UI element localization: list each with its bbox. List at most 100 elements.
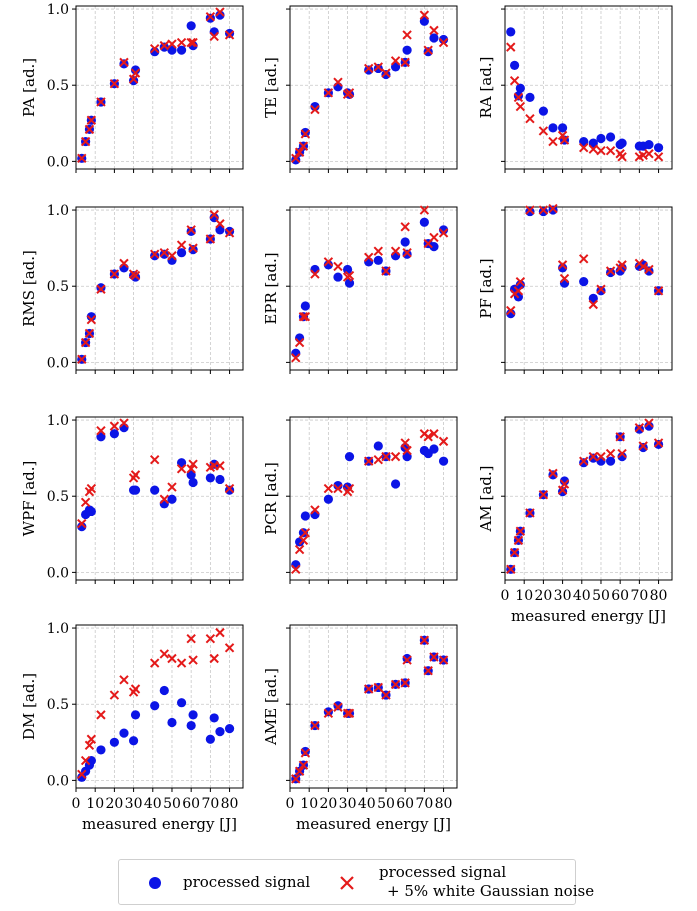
point-noisy-signal [578,456,589,466]
point-noisy-signal [109,421,120,431]
point-noisy-signal [291,353,301,363]
point-noisy-signal [381,690,391,700]
point-processed-signal [373,255,383,265]
point-noisy-signal [344,270,355,281]
point-noisy-signal [513,535,524,546]
point-processed-signal [588,293,598,304]
point-noisy-signal [615,432,625,442]
point-noisy-signal [605,146,616,156]
point-noisy-signal [224,30,235,40]
point-noisy-signal [159,40,170,51]
y-tick-label: 0.5 [47,279,69,295]
x-tick-label: 70 [630,588,648,604]
point-processed-signal [579,277,589,287]
y-tick-label: 1.0 [47,203,69,219]
y-axis-label: EPR [ad.] [262,252,280,324]
point-noisy-signal [402,30,412,40]
point-noisy-signal [429,25,439,36]
point-noisy-signal [381,266,391,276]
point-noisy-signal [559,479,570,489]
point-processed-signal [109,429,119,439]
point-processed-signal [128,736,139,746]
panel-am: 0 10 20 30 40 50 60 70 80 AM [ad.] measured energy… [477,416,673,625]
point-processed-signal [205,734,215,744]
point-noisy-signal [617,260,627,270]
point-noisy-signal [176,464,187,474]
point-noisy-signal [653,286,664,296]
point-noisy-signal [205,11,216,22]
point-noisy-signal [224,228,235,238]
point-processed-signal [323,494,333,504]
point-noisy-signal [557,260,568,270]
point-processed-signal [390,62,401,72]
point-processed-signal [617,263,627,273]
panel-ame: 0 10 20 30 40 50 60 70 80 AME [ad.] measured energ… [262,624,458,833]
point-processed-signal [548,205,558,215]
axes-frame [289,5,458,170]
point-noisy-signal [300,311,311,322]
point-processed-signal [77,522,87,532]
point-processed-signal [188,245,198,255]
point-processed-signal [205,473,215,483]
point-processed-signal [548,470,558,480]
point-processed-signal [298,528,309,538]
point-noisy-signal [538,126,549,136]
point-processed-signal [300,746,310,757]
point-noisy-signal [86,115,97,125]
point-processed-signal [119,728,129,738]
point-processed-signal [429,242,439,252]
point-noisy-signal [188,459,198,469]
x-tick-label: 70 [415,796,433,812]
point-processed-signal [438,456,449,466]
point-processed-signal [300,127,310,138]
point-processed-signal [557,123,568,133]
point-noisy-signal [557,485,568,495]
point-processed-signal [176,45,187,55]
point-noisy-signal [596,146,606,156]
x-tick-label: 40 [144,796,162,812]
point-noisy-signal [509,547,520,558]
y-tick-label: 0.0 [47,773,69,789]
point-noisy-signal [84,124,95,135]
panel-wpf: 0.0 0.5 1.0 WPF [ad.] [20,413,244,584]
point-noisy-signal [109,690,120,700]
point-noisy-signal [298,535,309,546]
point-processed-signal [419,16,429,26]
x-tick-label: 50 [377,796,395,812]
point-noisy-signal [419,205,430,215]
y-tick-label: 1.0 [47,413,69,429]
point-noisy-signal [605,448,616,459]
x-tick-label: 60 [611,588,629,604]
point-noisy-signal [617,152,627,162]
axes-frame [504,5,673,170]
point-noisy-signal [548,136,558,147]
point-processed-signal [419,217,429,227]
point-noisy-signal [373,454,384,465]
point-noisy-signal [588,299,599,310]
point-processed-signal [205,13,215,23]
point-processed-signal [159,685,169,696]
point-noisy-signal [596,451,606,462]
point-processed-signal [617,138,627,148]
point-processed-signal [209,713,219,723]
point-noisy-signal [176,37,187,48]
y-axis-label: RMS [ad.] [20,250,38,327]
y-tick-label: 0.0 [47,154,69,170]
point-noisy-signal [176,658,187,668]
point-noisy-signal [402,445,412,456]
point-noisy-signal [400,57,410,68]
point-noisy-signal [333,77,343,87]
point-processed-signal [515,280,525,290]
point-noisy-signal [438,228,449,238]
point-processed-signal [333,480,343,491]
point-processed-signal [381,69,391,80]
point-noisy-signal [119,258,129,269]
point-processed-signal [188,710,198,720]
point-noisy-signal [506,305,516,316]
point-processed-signal [423,47,433,57]
point-noisy-signal [159,649,170,659]
point-noisy-signal [344,708,355,719]
point-processed-signal [333,701,343,711]
point-noisy-signal [209,31,219,42]
